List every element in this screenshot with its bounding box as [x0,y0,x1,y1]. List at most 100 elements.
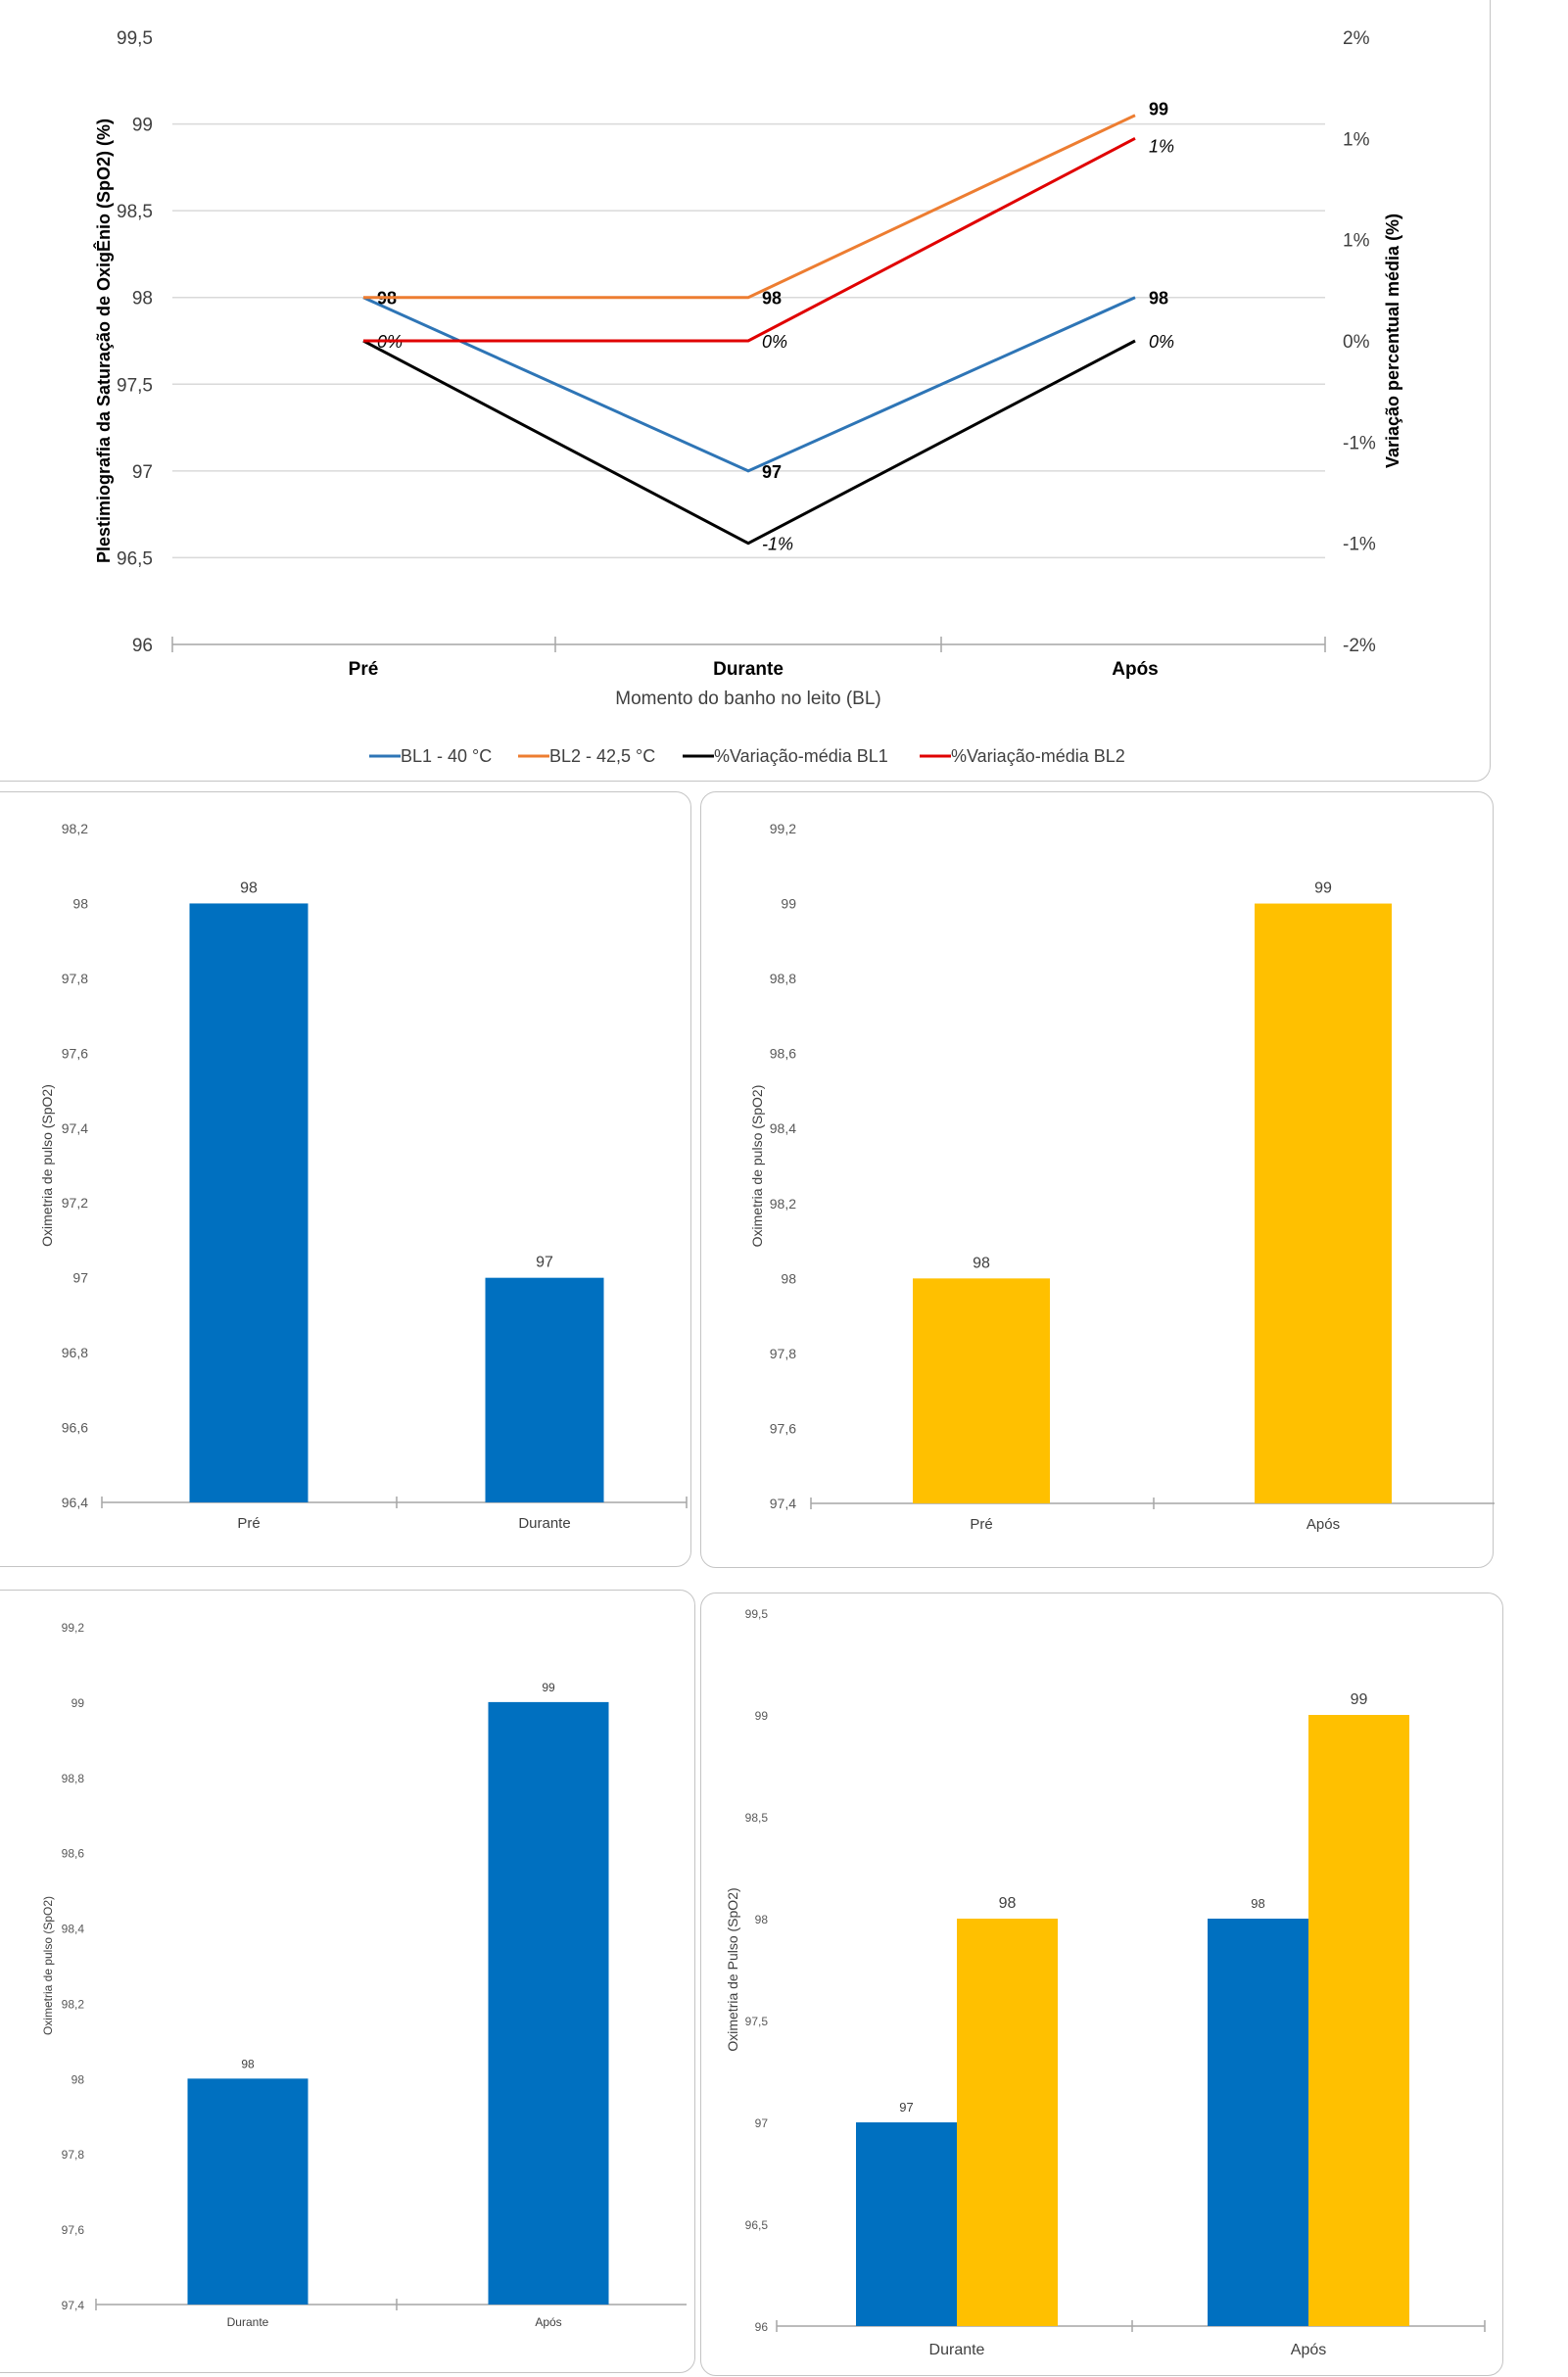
y-axis-title: Oximetria de pulso (SpO2) [41,1896,55,2035]
bar-chart-bl1-durante-apos-panel: 97,4 97,6 97,8 98 98,2 98,4 98,6 98,8 99 99,2 98 Du… [0,1590,695,2373]
bar [189,903,309,1502]
x-tick-label: Após [535,2315,561,2329]
bar-value-label: 98 [999,1895,1017,1912]
y-tick-label: 96 [132,636,153,656]
y-tick-label: 97,8 [770,1346,796,1361]
bar [1208,1919,1308,2326]
bar-value-label: 97 [899,2100,913,2115]
y-tick-label: 99,2 [770,821,796,836]
legend-label: %Variação-média BL1 [714,746,888,766]
y-tick-label: 97 [72,1270,88,1286]
y-tick-label: 98 [132,289,153,309]
y-tick-label: 97,6 [62,1045,88,1061]
y-tick-label: 98,5 [745,1811,769,1825]
data-label: 98 [762,289,782,309]
data-label: 99 [1149,100,1168,119]
x-tick-label: Após [1307,1516,1340,1533]
data-label: 98 [1149,289,1168,309]
y-tick-label: 97,4 [62,1120,88,1136]
y-tick-label: 96,5 [117,548,153,569]
data-label: 97 [762,462,782,482]
y-tick-label: 98,6 [770,1046,796,1062]
line-chart: 96 96,5 97 97,5 98 98,5 99 99,5 -2% -1% -1% 0% 1% 1% 2… [93,28,1402,766]
y-tick-label: 97,5 [745,2015,769,2028]
y-tick-label: 98,4 [770,1120,796,1136]
bar-value-label: 99 [542,1681,555,1694]
y-axis-title: Plestimiografia da Saturação de OxigÊnio… [93,119,114,563]
grouped-bar-chart: 96 96,5 97 97,5 98 98,5 99 99,5 Durante Após 97 98 9… [725,1607,1486,2358]
bar [485,1277,604,1502]
data-label: 1% [1149,136,1174,156]
data-label: 0% [762,332,787,352]
legend-label: %Variação-média BL2 [951,746,1125,766]
y-tick-label: 98,8 [770,971,796,986]
y-tick-label: 97 [755,2116,769,2130]
line-chart-panel: 96 96,5 97 97,5 98 98,5 99 99,5 -2% -1% -1% 0% 1% 1% 2… [0,0,1491,782]
x-tick-label: Pré [349,659,379,680]
y-tick-label: 98,8 [62,1772,85,1785]
y-tick-label: 98,2 [62,821,88,836]
y-tick-label: 96,8 [62,1345,88,1360]
y-tick-label: 97,8 [62,2148,85,2162]
y2-axis-title: Variação percentual média (%) [1383,214,1402,468]
x-tick-label: Durante [713,659,784,680]
bar [488,1701,609,2305]
bar-value-label: 98 [240,879,258,896]
bar-value-label: 97 [536,1255,553,1271]
y-tick-label: 99 [132,116,153,136]
x-tick-label: Durante [227,2315,269,2329]
y-tick-label: 96,5 [745,2218,769,2232]
y2-tick-label: -1% [1343,433,1376,453]
bar-value-label: 98 [973,1255,990,1271]
y-tick-label: 97,4 [770,1496,796,1511]
bar-value-label: 99 [1314,880,1332,897]
legend-label: BL2 - 42,5 °C [549,746,655,766]
bar [187,2078,309,2305]
bar-chart-bl1-durante-apos: 97,4 97,6 97,8 98 98,2 98,4 98,6 98,8 99 99,2 98 Du… [41,1621,687,2329]
y-tick-label: 97,6 [770,1420,796,1436]
y2-tick-label: -1% [1343,535,1376,555]
x-tick-label: Durante [929,2342,985,2358]
bar [913,1278,1050,1503]
y-tick-label: 96 [755,2320,769,2334]
y-tick-label: 97 [132,462,153,483]
y-tick-label: 97,5 [117,375,153,396]
bar [856,2122,957,2326]
y-tick-label: 97,8 [62,971,88,986]
y-axis-title: Oximetria de pulso (SpO2) [749,1085,765,1248]
x-tick-label: Após [1112,659,1159,680]
y-tick-label: 98,4 [62,1923,85,1936]
data-label: -1% [762,535,793,554]
bar-chart-bl1-pre-durante: 96,4 96,6 96,8 97 97,2 97,4 97,6 97,8 98 98,2 98 Pr… [39,821,688,1532]
bar [1308,1715,1409,2326]
series-line [362,296,1136,473]
y-tick-label: 99,5 [745,1607,769,1621]
y-tick-label: 99 [755,1709,769,1723]
y-tick-label: 98,2 [62,1997,85,2011]
y-axis-title: Oximetria de pulso (SpO2) [39,1084,55,1247]
series-line [363,137,1136,343]
y-tick-label: 98,2 [770,1196,796,1212]
bar-value-label: 98 [241,2057,255,2070]
y-tick-label: 99 [71,1696,85,1710]
y-tick-label: 99,2 [62,1621,85,1635]
data-label: 0% [1149,332,1174,352]
bar-value-label: 99 [1351,1691,1368,1708]
x-axis-title: Momento do banho no leito (BL) [615,689,880,709]
bar-value-label: 98 [1251,1896,1264,1911]
y-tick-label: 98 [755,1913,769,1926]
grouped-bar-chart-panel: 96 96,5 97 97,5 98 98,5 99 99,5 Durante Após 97 98 9… [700,1593,1503,2376]
bar [1255,903,1392,1503]
x-tick-label: Durante [518,1515,570,1532]
y-tick-label: 98 [72,895,88,911]
y-tick-label: 98,6 [62,1847,85,1861]
series-line [362,339,1136,546]
bar-chart-bl2-pre-apos-panel: 97,4 97,6 97,8 98 98,2 98,4 98,6 98,8 99 99,2 98 Pr… [700,791,1495,1568]
y-tick-label: 97,6 [62,2223,85,2237]
y2-tick-label: 2% [1343,28,1370,49]
y-tick-label: 97,4 [62,2299,85,2312]
y2-tick-label: 1% [1343,231,1370,252]
x-tick-label: Pré [237,1515,260,1532]
x-tick-label: Pré [970,1516,992,1533]
series-line [363,114,1136,300]
